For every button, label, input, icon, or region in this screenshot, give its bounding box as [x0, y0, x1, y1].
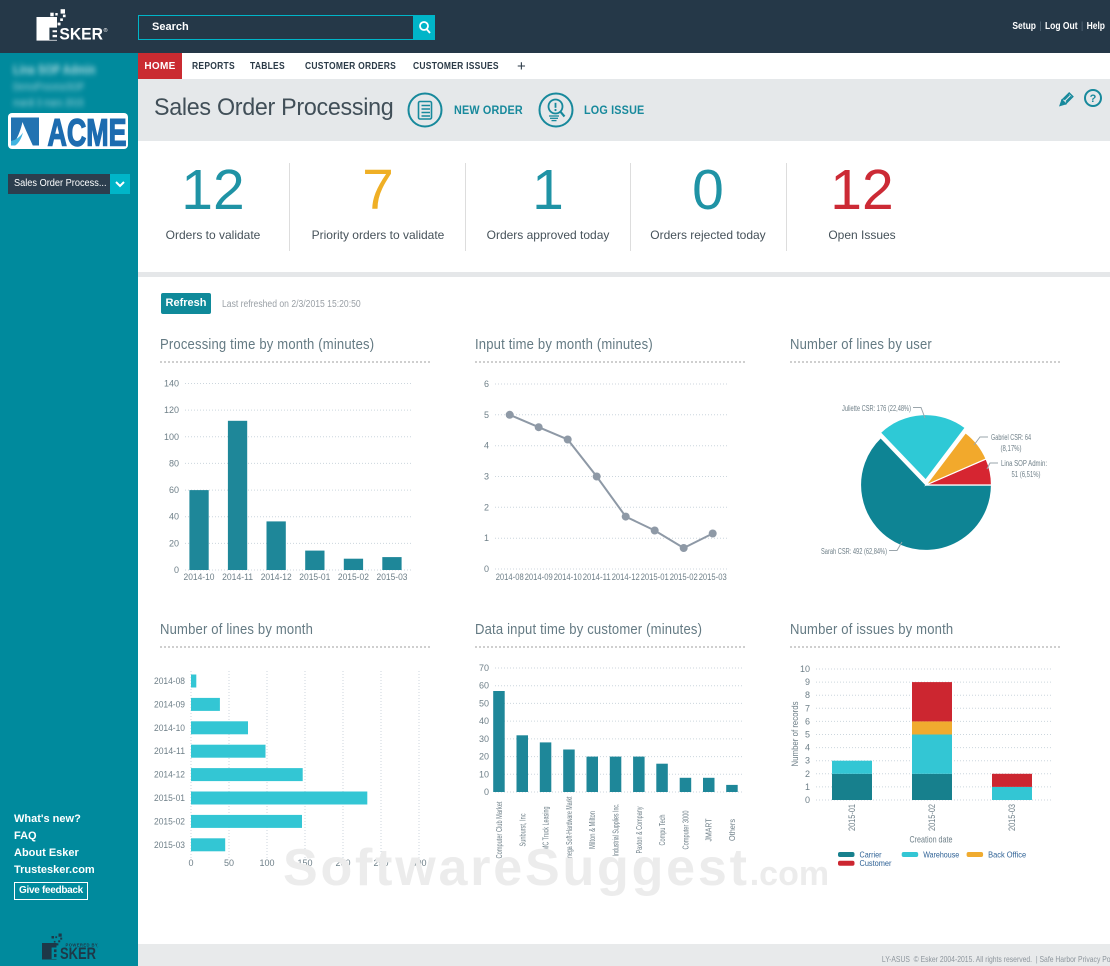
svg-text:7: 7 — [805, 703, 810, 713]
svg-text:300: 300 — [411, 858, 426, 868]
svg-text:20: 20 — [169, 538, 179, 548]
svg-text:Number of records: Number of records — [790, 701, 800, 766]
svg-text:Lina SOP Admin:: Lina SOP Admin: — [1001, 459, 1047, 468]
svg-text:8: 8 — [805, 690, 810, 700]
svg-text:5: 5 — [805, 730, 810, 740]
svg-text:E: E — [49, 24, 60, 43]
svg-text:JMART: JMART — [705, 818, 714, 841]
svg-text:6: 6 — [484, 379, 489, 389]
svg-text:100: 100 — [164, 432, 179, 442]
svg-text:4: 4 — [484, 441, 489, 451]
svg-text:2015-03: 2015-03 — [154, 840, 185, 850]
svg-text:SKER: SKER — [59, 24, 103, 43]
svg-text:3: 3 — [484, 472, 489, 482]
svg-text:30: 30 — [479, 734, 489, 744]
svg-text:(8,17%): (8,17%) — [1001, 444, 1022, 453]
svg-text:2014-11: 2014-11 — [583, 572, 611, 582]
svg-text:140: 140 — [164, 379, 179, 389]
svg-text:Back Office: Back Office — [988, 850, 1026, 860]
svg-text:Carrier: Carrier — [860, 850, 882, 860]
svg-text:10: 10 — [800, 664, 810, 674]
svg-text:Customer: Customer — [860, 858, 892, 868]
svg-text:Gabriel CSR: 64: Gabriel CSR: 64 — [991, 433, 1031, 442]
svg-text:80: 80 — [169, 458, 179, 468]
svg-text:2015-02: 2015-02 — [154, 816, 185, 826]
svg-text:Computer Club Market: Computer Club Market — [495, 801, 504, 859]
svg-text:4: 4 — [805, 743, 810, 753]
svg-text:2014-08: 2014-08 — [496, 572, 524, 582]
svg-text:3: 3 — [805, 756, 810, 766]
svg-text:150: 150 — [297, 858, 312, 868]
svg-text:Omega Soft-Hardware Markt: Omega Soft-Hardware Markt — [565, 796, 574, 864]
svg-text:Industrial Supplies Inc.: Industrial Supplies Inc. — [612, 804, 621, 857]
svg-text:0: 0 — [174, 565, 179, 575]
svg-text:Others: Others — [728, 819, 737, 841]
svg-text:E: E — [51, 945, 62, 963]
svg-text:6: 6 — [805, 716, 810, 726]
svg-text:2: 2 — [484, 502, 489, 512]
svg-text:®: ® — [104, 27, 108, 34]
svg-text:2: 2 — [805, 769, 810, 779]
svg-text:120: 120 — [164, 405, 179, 415]
svg-text:´: ´ — [97, 947, 99, 953]
svg-text:2015-01: 2015-01 — [299, 572, 330, 582]
svg-text:Sarah CSR: 492 (62,84%): Sarah CSR: 492 (62,84%) — [821, 547, 887, 556]
svg-text:2015-03: 2015-03 — [699, 572, 727, 582]
svg-text:2015-03: 2015-03 — [377, 572, 408, 582]
svg-text:2014-09: 2014-09 — [154, 699, 185, 709]
svg-text:2015-01: 2015-01 — [641, 572, 669, 582]
svg-text:60: 60 — [479, 681, 489, 691]
svg-text:2014-11: 2014-11 — [154, 746, 185, 756]
svg-text:2015-02: 2015-02 — [670, 572, 698, 582]
svg-text:Milton & Milton: Milton & Milton — [588, 811, 597, 849]
svg-text:0: 0 — [484, 787, 489, 797]
svg-text:2015-02: 2015-02 — [338, 572, 369, 582]
svg-text:1: 1 — [805, 782, 810, 792]
svg-text:5: 5 — [484, 410, 489, 420]
svg-text:TMC Truck Leasing: TMC Truck Leasing — [542, 807, 551, 854]
svg-text:9: 9 — [805, 677, 810, 687]
svg-text:Compu Tech: Compu Tech — [658, 815, 667, 846]
svg-text:200: 200 — [335, 858, 350, 868]
svg-text:51 (6,51%): 51 (6,51%) — [1012, 470, 1041, 479]
svg-text:2015-02: 2015-02 — [927, 804, 937, 831]
svg-text:0: 0 — [484, 564, 489, 574]
svg-text:1: 1 — [484, 533, 489, 543]
svg-text:2015-01: 2015-01 — [154, 793, 185, 803]
svg-text:SKER: SKER — [60, 945, 96, 963]
svg-text:2014-11: 2014-11 — [222, 572, 253, 582]
svg-text:0: 0 — [805, 795, 810, 805]
svg-text:Creation date: Creation date — [910, 835, 953, 845]
svg-text:40: 40 — [169, 512, 179, 522]
svg-text:100: 100 — [259, 858, 274, 868]
svg-text:2014-09: 2014-09 — [525, 572, 553, 582]
svg-text:Sunburst, Inc: Sunburst, Inc — [518, 814, 527, 847]
svg-text:2014-10: 2014-10 — [154, 723, 185, 733]
svg-text:Juliette CSR: 176 (22,48%): Juliette CSR: 176 (22,48%) — [842, 404, 911, 413]
svg-text:2014-10: 2014-10 — [554, 572, 582, 582]
svg-text:2014-12: 2014-12 — [261, 572, 292, 582]
svg-text:20: 20 — [479, 752, 489, 762]
svg-text:Computer 3000: Computer 3000 — [681, 810, 690, 849]
svg-text:50: 50 — [479, 698, 489, 708]
svg-text:2014-10: 2014-10 — [184, 572, 215, 582]
svg-text:2015-01: 2015-01 — [847, 804, 857, 831]
svg-text:60: 60 — [169, 485, 179, 495]
svg-text:250: 250 — [373, 858, 388, 868]
svg-text:POWERED BY: POWERED BY — [66, 943, 99, 948]
svg-text:0: 0 — [188, 858, 193, 868]
svg-text:40: 40 — [479, 716, 489, 726]
svg-text:ACME: ACME — [48, 113, 127, 149]
svg-text:Warehouse: Warehouse — [923, 850, 959, 860]
svg-text:?: ? — [1090, 93, 1097, 105]
svg-text:10: 10 — [479, 769, 489, 779]
svg-text:50: 50 — [224, 858, 234, 868]
svg-text:70: 70 — [479, 663, 489, 673]
svg-text:2014-08: 2014-08 — [154, 676, 185, 686]
svg-text:2014-12: 2014-12 — [612, 572, 640, 582]
svg-text:2014-12: 2014-12 — [154, 770, 185, 780]
svg-text:Paxton & Company: Paxton & Company — [635, 807, 644, 854]
svg-text:2015-03: 2015-03 — [1007, 804, 1017, 831]
